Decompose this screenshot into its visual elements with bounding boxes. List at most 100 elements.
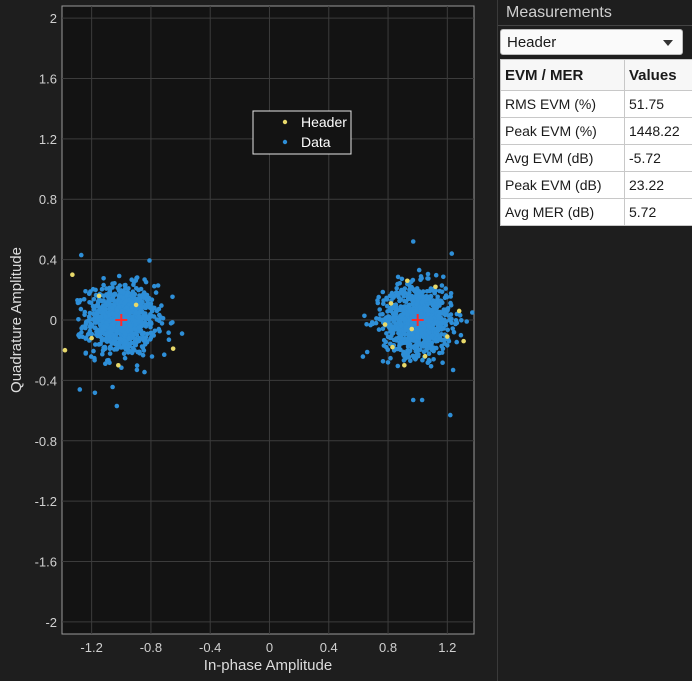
data-point xyxy=(129,293,134,299)
data-point xyxy=(156,318,162,324)
x-tick-label: -0.4 xyxy=(199,640,221,655)
data-point xyxy=(82,325,87,330)
data-point xyxy=(149,297,155,303)
data-point xyxy=(374,316,379,321)
data-point xyxy=(442,310,448,316)
data-point xyxy=(114,328,119,334)
data-point xyxy=(362,313,367,319)
data-point xyxy=(86,291,92,297)
data-point xyxy=(97,342,102,347)
data-point xyxy=(134,275,140,280)
data-point xyxy=(117,283,123,288)
metric-value: 23.22 xyxy=(624,171,692,199)
legend-marker-header xyxy=(282,119,288,125)
legend-marker-data xyxy=(282,139,288,145)
data-point xyxy=(398,297,404,302)
data-point xyxy=(122,309,127,315)
data-point xyxy=(360,354,366,359)
data-point xyxy=(78,306,84,312)
data-point xyxy=(140,335,145,341)
data-point xyxy=(440,360,445,366)
data-point xyxy=(133,310,138,316)
data-point xyxy=(435,326,440,331)
header-point xyxy=(409,326,415,332)
dropdown-selected-value: Header xyxy=(507,34,557,51)
data-point xyxy=(161,352,167,358)
data-point xyxy=(445,327,451,333)
header-point xyxy=(445,334,450,339)
data-point xyxy=(449,320,454,326)
header-point xyxy=(390,344,395,350)
data-point xyxy=(396,328,402,333)
y-axis-label: Quadrature Amplitude xyxy=(8,247,25,393)
data-point xyxy=(107,290,112,295)
data-point xyxy=(110,281,115,287)
data-point xyxy=(446,338,452,344)
data-point xyxy=(431,321,436,327)
data-point xyxy=(86,318,91,323)
data-point xyxy=(435,301,441,307)
data-point xyxy=(417,294,423,300)
data-point xyxy=(410,239,416,244)
data-point xyxy=(116,273,122,279)
data-point xyxy=(448,294,454,299)
data-point xyxy=(431,357,436,362)
data-point xyxy=(409,322,415,328)
data-point xyxy=(132,331,138,336)
chevron-down-icon[interactable] xyxy=(663,40,673,46)
data-point xyxy=(449,316,454,322)
data-point xyxy=(388,355,393,361)
data-point xyxy=(420,289,426,294)
data-point xyxy=(386,314,392,320)
data-point xyxy=(138,305,144,310)
data-point xyxy=(114,336,120,341)
data-point xyxy=(395,274,401,280)
data-point xyxy=(410,332,415,337)
data-point xyxy=(385,347,391,353)
data-point xyxy=(380,311,385,317)
data-point xyxy=(401,339,407,344)
data-point xyxy=(415,334,420,340)
data-point xyxy=(156,306,162,312)
reference-constellation xyxy=(115,314,424,326)
data-point xyxy=(431,326,436,331)
y-tick-label: -1.6 xyxy=(35,555,57,570)
header-point xyxy=(461,338,466,344)
data-point xyxy=(159,303,164,308)
data-point xyxy=(399,323,404,328)
data-point xyxy=(118,289,124,295)
data-point xyxy=(393,321,398,326)
data-point xyxy=(107,330,113,335)
data-point xyxy=(110,296,115,301)
measurement-source-dropdown[interactable]: Header xyxy=(500,29,683,55)
measurements-table: EVM / MER Values RMS EVM (%) 51.75 Peak … xyxy=(500,59,692,226)
data-point xyxy=(426,276,431,281)
data-point xyxy=(140,345,146,351)
constellation-plot: -1.2 -0.8 -0.4 0 0.4 0.8 1.2 2 1.6 1.2 0.8 0.4 0 -0.4… xyxy=(8,5,475,674)
data-point xyxy=(107,333,113,339)
data-point xyxy=(92,325,98,331)
data-point xyxy=(103,306,108,312)
data-point xyxy=(130,334,135,340)
data-point xyxy=(128,327,134,333)
data-point xyxy=(414,302,419,307)
data-point xyxy=(103,331,109,337)
data-point xyxy=(419,311,424,316)
data-point xyxy=(134,286,139,291)
data-point xyxy=(377,307,383,312)
data-point xyxy=(435,297,440,303)
data-point xyxy=(147,315,152,321)
data-point xyxy=(425,271,431,277)
data-point xyxy=(443,286,449,291)
header-point xyxy=(62,347,68,353)
x-tick-label: -0.8 xyxy=(140,640,162,655)
data-point xyxy=(378,317,383,322)
data-point xyxy=(148,305,154,311)
data-point xyxy=(86,314,92,320)
data-point xyxy=(124,293,129,298)
header-point xyxy=(388,301,394,306)
data-point xyxy=(88,321,93,327)
data-point xyxy=(101,282,106,288)
data-point xyxy=(132,291,138,297)
data-point xyxy=(429,335,434,341)
